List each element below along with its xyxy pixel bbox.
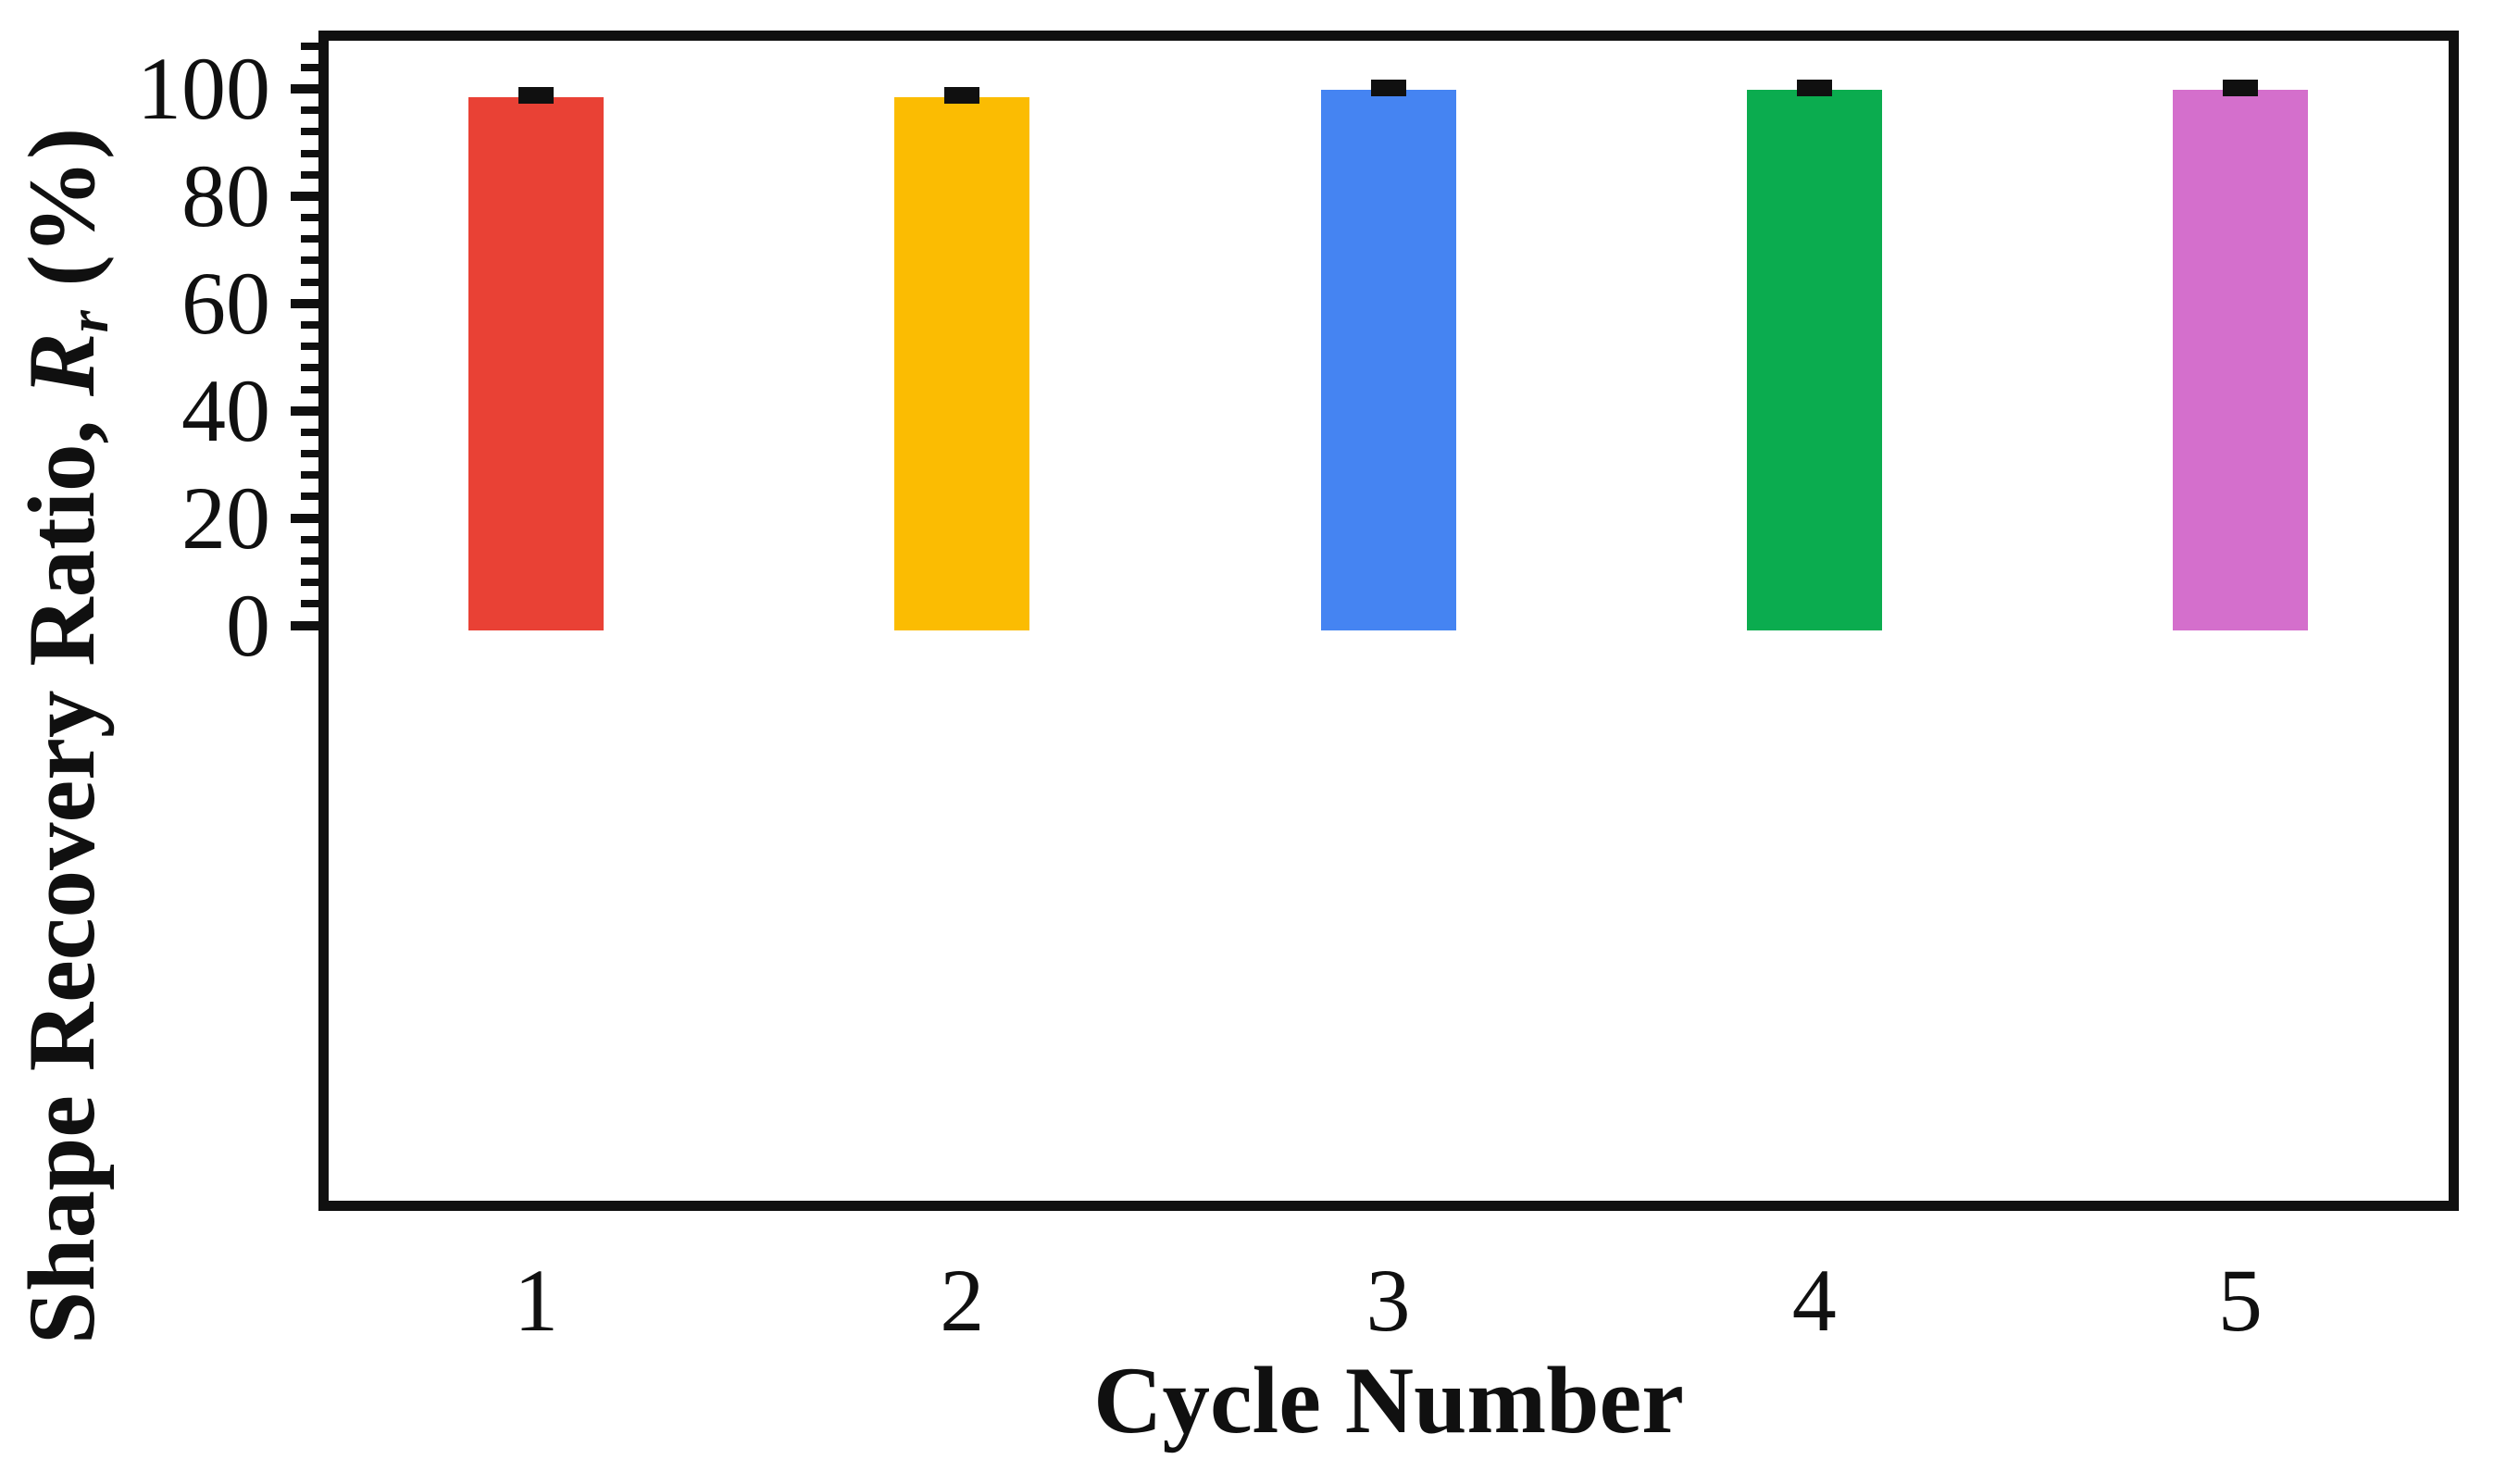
y-axis-minor-tick — [301, 278, 318, 286]
y-axis-major-tick — [291, 83, 318, 94]
y-axis-minor-tick — [301, 493, 318, 501]
bar-cycle-2 — [894, 96, 1030, 631]
y-axis-minor-tick — [301, 214, 318, 222]
y-axis-tick-label: 80 — [181, 145, 270, 245]
y-axis-minor-tick — [301, 320, 318, 329]
error-bar-cycle-2 — [944, 86, 980, 104]
y-axis-major-tick — [291, 298, 318, 308]
error-bar-cycle-4 — [1796, 79, 1832, 96]
y-axis-minor-tick — [301, 600, 318, 608]
y-axis-minor-tick — [301, 63, 318, 71]
y-axis-tick-label: 100 — [137, 38, 270, 138]
x-axis-tick-label: 1 — [514, 1251, 559, 1350]
y-axis-minor-tick — [301, 256, 318, 265]
y-axis-minor-tick — [301, 535, 318, 543]
x-axis-title: Cycle Number — [1093, 1348, 1684, 1453]
error-bar-cycle-3 — [1370, 80, 1406, 97]
x-axis-tick-label: 4 — [1791, 1251, 1837, 1350]
y-axis-minor-tick — [301, 471, 318, 480]
y-axis-major-tick — [291, 405, 318, 416]
y-axis-minor-tick — [301, 128, 318, 136]
y-axis-tick-label: 40 — [181, 360, 270, 460]
y-axis-minor-tick — [301, 450, 318, 458]
y-axis-tick-label: 0 — [226, 575, 270, 675]
y-axis-tick-label: 60 — [181, 253, 270, 353]
y-axis-major-tick — [291, 191, 318, 201]
y-axis-minor-tick — [301, 364, 318, 372]
y-axis-major-tick — [291, 620, 318, 630]
bar-cycle-5 — [2172, 90, 2308, 631]
y-axis-minor-tick — [301, 149, 318, 157]
bar-cycle-3 — [1320, 90, 1456, 631]
y-axis-minor-tick — [301, 106, 318, 115]
y-axis-major-tick — [291, 513, 318, 523]
x-axis-tick-label: 2 — [940, 1251, 985, 1350]
y-axis-minor-tick — [301, 579, 318, 587]
bar-cycle-1 — [468, 96, 605, 631]
bar-cycle-4 — [1746, 89, 1882, 631]
y-axis-minor-tick — [301, 385, 318, 393]
y-axis-tick-label: 20 — [181, 468, 270, 567]
y-axis-minor-tick — [301, 556, 318, 565]
y-axis-minor-tick — [301, 235, 318, 243]
error-bar-cycle-1 — [518, 86, 555, 104]
x-axis-tick-label: 5 — [2217, 1251, 2263, 1350]
y-axis-minor-tick — [301, 343, 318, 351]
y-axis-minor-tick — [301, 170, 318, 179]
y-axis-minor-tick — [301, 42, 318, 50]
error-bar-cycle-5 — [2222, 80, 2258, 97]
x-axis-tick-label: 3 — [1365, 1251, 1411, 1350]
y-axis-minor-tick — [301, 428, 318, 436]
